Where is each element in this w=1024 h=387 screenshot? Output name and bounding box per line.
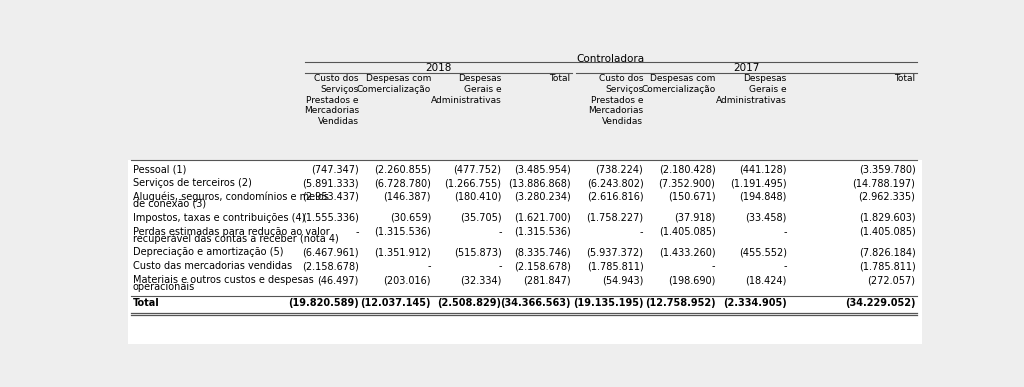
Text: -: - xyxy=(498,261,502,271)
Text: 2018: 2018 xyxy=(425,63,452,74)
Text: Impostos, taxas e contribuições (4): Impostos, taxas e contribuições (4) xyxy=(133,213,305,223)
Text: (1.785.811): (1.785.811) xyxy=(859,261,915,271)
Text: (1.555.336): (1.555.336) xyxy=(302,213,359,223)
Text: (34.229.052): (34.229.052) xyxy=(845,298,915,308)
Text: (515.873): (515.873) xyxy=(454,247,502,257)
Text: (6.243.802): (6.243.802) xyxy=(587,178,643,188)
Text: (13.886.868): (13.886.868) xyxy=(508,178,570,188)
Text: Custo dos
Serviços
Prestados e
Mercadorias
Vendidas: Custo dos Serviços Prestados e Mercadori… xyxy=(304,74,359,126)
Text: (34.366.563): (34.366.563) xyxy=(500,298,570,308)
Text: (180.410): (180.410) xyxy=(455,192,502,202)
Text: (19.135.195): (19.135.195) xyxy=(572,298,643,308)
Text: (2.158.678): (2.158.678) xyxy=(514,261,570,271)
Text: (46.497): (46.497) xyxy=(317,275,359,285)
Text: Despesas com
Comercialização: Despesas com Comercialização xyxy=(641,74,716,94)
Text: (194.848): (194.848) xyxy=(739,192,786,202)
Text: (2.616.816): (2.616.816) xyxy=(587,192,643,202)
Text: (1.351.912): (1.351.912) xyxy=(375,247,431,257)
Text: -: - xyxy=(783,261,786,271)
Text: -: - xyxy=(712,261,716,271)
Text: -: - xyxy=(640,227,643,236)
Text: (32.334): (32.334) xyxy=(460,275,502,285)
Text: (37.918): (37.918) xyxy=(674,213,716,223)
Text: (6.467.961): (6.467.961) xyxy=(302,247,359,257)
Text: (2.158.678): (2.158.678) xyxy=(302,261,359,271)
Text: (2.962.335): (2.962.335) xyxy=(858,192,915,202)
Text: Custo das mercadorias vendidas: Custo das mercadorias vendidas xyxy=(133,261,292,271)
Text: (7.352.900): (7.352.900) xyxy=(658,178,716,188)
Text: (12.758.952): (12.758.952) xyxy=(645,298,716,308)
Text: (12.037.145): (12.037.145) xyxy=(360,298,431,308)
Text: (203.016): (203.016) xyxy=(384,275,431,285)
Bar xyxy=(128,46,922,160)
Text: (1.315.536): (1.315.536) xyxy=(375,227,431,236)
Bar xyxy=(128,160,922,344)
Text: Aluguéis, seguros, condomínios e meios: Aluguéis, seguros, condomínios e meios xyxy=(133,192,329,202)
Text: (1.785.811): (1.785.811) xyxy=(587,261,643,271)
Text: (1.405.085): (1.405.085) xyxy=(859,227,915,236)
Text: Despesas com
Comercialização: Despesas com Comercialização xyxy=(356,74,431,94)
Text: -: - xyxy=(498,227,502,236)
Text: (2.260.855): (2.260.855) xyxy=(374,164,431,174)
Text: (198.690): (198.690) xyxy=(668,275,716,285)
Text: (5.891.333): (5.891.333) xyxy=(302,178,359,188)
Text: (54.943): (54.943) xyxy=(602,275,643,285)
Text: (35.705): (35.705) xyxy=(460,213,502,223)
Text: Despesas
Gerais e
Administrativas: Despesas Gerais e Administrativas xyxy=(716,74,786,104)
Text: Pessoal (1): Pessoal (1) xyxy=(133,164,186,174)
Text: (272.057): (272.057) xyxy=(867,275,915,285)
Text: (6.728.780): (6.728.780) xyxy=(374,178,431,188)
Text: -: - xyxy=(783,227,786,236)
Text: (1.758.227): (1.758.227) xyxy=(587,213,643,223)
Text: Total: Total xyxy=(550,74,570,83)
Text: (455.552): (455.552) xyxy=(738,247,786,257)
Text: (738.224): (738.224) xyxy=(596,164,643,174)
Text: (146.387): (146.387) xyxy=(384,192,431,202)
Text: operacionais: operacionais xyxy=(133,282,195,292)
Text: (2.334.905): (2.334.905) xyxy=(723,298,786,308)
Text: (3.359.780): (3.359.780) xyxy=(859,164,915,174)
Text: Materiais e outros custos e despesas: Materiais e outros custos e despesas xyxy=(133,275,313,285)
Text: recuperável das contas a receber (nota 4): recuperável das contas a receber (nota 4… xyxy=(133,233,338,244)
Text: (150.671): (150.671) xyxy=(668,192,716,202)
Text: Despesas
Gerais e
Administrativas: Despesas Gerais e Administrativas xyxy=(431,74,502,104)
Text: (7.826.184): (7.826.184) xyxy=(859,247,915,257)
Text: (1.405.085): (1.405.085) xyxy=(658,227,716,236)
Text: (19.820.589): (19.820.589) xyxy=(288,298,359,308)
Text: (477.752): (477.752) xyxy=(454,164,502,174)
Text: (2.180.428): (2.180.428) xyxy=(658,164,716,174)
Text: (281.847): (281.847) xyxy=(523,275,570,285)
Text: de conexão (3): de conexão (3) xyxy=(133,199,206,209)
Text: 2017: 2017 xyxy=(733,63,760,74)
Text: (8.335.746): (8.335.746) xyxy=(514,247,570,257)
Text: (18.424): (18.424) xyxy=(745,275,786,285)
Text: (1.315.536): (1.315.536) xyxy=(514,227,570,236)
Text: (1.266.755): (1.266.755) xyxy=(444,178,502,188)
Text: -: - xyxy=(428,261,431,271)
Text: Perdas estimadas para redução ao valor: Perdas estimadas para redução ao valor xyxy=(133,227,330,236)
Text: Controladora: Controladora xyxy=(577,54,645,64)
Text: (747.347): (747.347) xyxy=(311,164,359,174)
Text: (3.280.234): (3.280.234) xyxy=(514,192,570,202)
Text: (1.829.603): (1.829.603) xyxy=(859,213,915,223)
Text: (1.191.495): (1.191.495) xyxy=(730,178,786,188)
Text: Total: Total xyxy=(133,298,160,308)
Text: Serviços de terceiros (2): Serviços de terceiros (2) xyxy=(133,178,252,188)
Text: -: - xyxy=(355,227,359,236)
Text: (1.433.260): (1.433.260) xyxy=(658,247,716,257)
Text: (30.659): (30.659) xyxy=(390,213,431,223)
Text: (5.937.372): (5.937.372) xyxy=(587,247,643,257)
Text: (33.458): (33.458) xyxy=(745,213,786,223)
Text: (1.621.700): (1.621.700) xyxy=(514,213,570,223)
Text: Total: Total xyxy=(894,74,915,83)
Text: (441.128): (441.128) xyxy=(739,164,786,174)
Text: (14.788.197): (14.788.197) xyxy=(853,178,915,188)
Text: Custo dos
Serviços
Prestados e
Mercadorias
Vendidas: Custo dos Serviços Prestados e Mercadori… xyxy=(588,74,643,126)
Text: (2.953.437): (2.953.437) xyxy=(302,192,359,202)
Text: (2.508.829): (2.508.829) xyxy=(437,298,502,308)
Text: (3.485.954): (3.485.954) xyxy=(514,164,570,174)
Text: Depreciação e amortização (5): Depreciação e amortização (5) xyxy=(133,247,284,257)
